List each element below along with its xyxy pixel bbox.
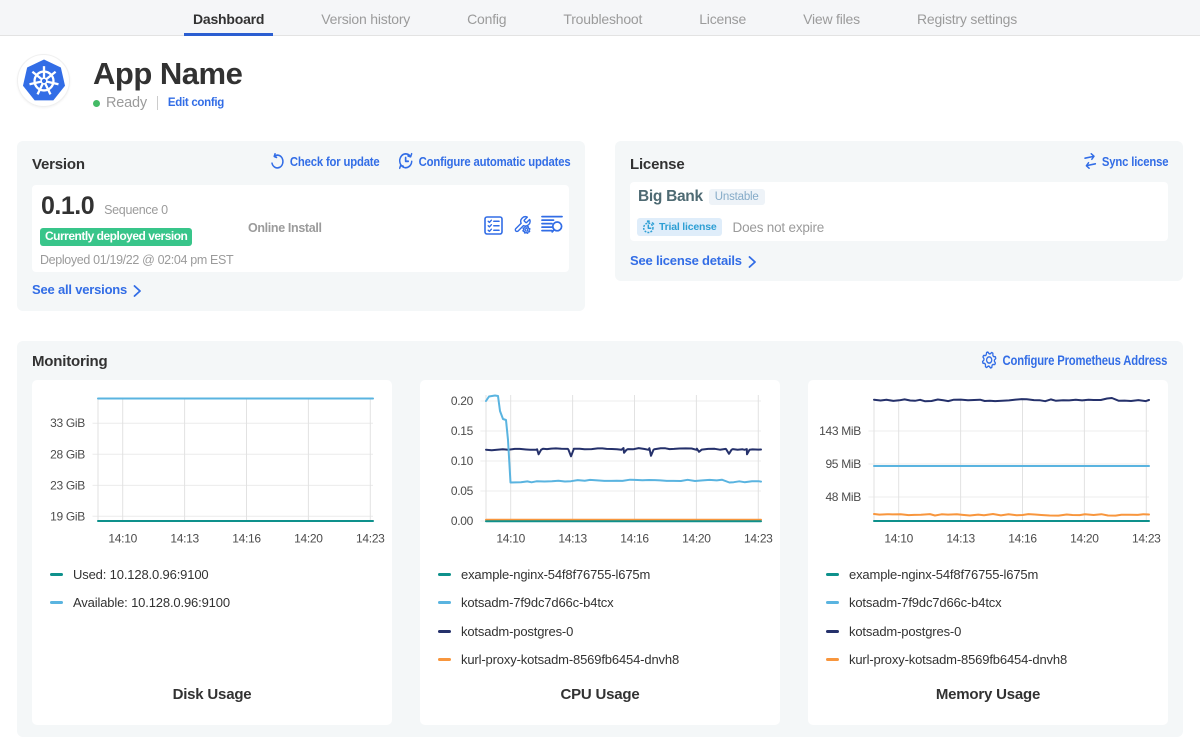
svg-text:33 GiB: 33 GiB: [50, 416, 85, 430]
svg-text:143 MiB: 143 MiB: [819, 424, 861, 438]
svg-text:14:16: 14:16: [232, 532, 261, 546]
svg-text:0.05: 0.05: [451, 484, 474, 498]
svg-text:95 MiB: 95 MiB: [825, 457, 861, 471]
svg-text:14:10: 14:10: [108, 532, 137, 546]
svg-text:14:10: 14:10: [496, 532, 525, 546]
svg-text:0.20: 0.20: [451, 394, 474, 408]
svg-text:0.00: 0.00: [451, 514, 474, 528]
svg-text:48 MiB: 48 MiB: [825, 490, 861, 504]
svg-text:14:20: 14:20: [682, 532, 711, 546]
svg-text:14:20: 14:20: [294, 532, 323, 546]
svg-text:14:20: 14:20: [1070, 532, 1099, 546]
svg-text:14:10: 14:10: [884, 532, 913, 546]
svg-text:14:23: 14:23: [744, 532, 773, 546]
svg-text:14:16: 14:16: [620, 532, 649, 546]
svg-text:19 GiB: 19 GiB: [50, 509, 85, 523]
svg-text:14:13: 14:13: [946, 532, 975, 546]
svg-text:28 GiB: 28 GiB: [50, 447, 85, 461]
svg-text:14:13: 14:13: [558, 532, 587, 546]
svg-text:14:23: 14:23: [356, 532, 385, 546]
svg-text:14:23: 14:23: [1132, 532, 1161, 546]
svg-text:0.15: 0.15: [451, 424, 474, 438]
svg-text:14:13: 14:13: [170, 532, 199, 546]
svg-text:0.10: 0.10: [451, 454, 474, 468]
svg-text:14:16: 14:16: [1008, 532, 1037, 546]
svg-text:23 GiB: 23 GiB: [50, 478, 85, 492]
